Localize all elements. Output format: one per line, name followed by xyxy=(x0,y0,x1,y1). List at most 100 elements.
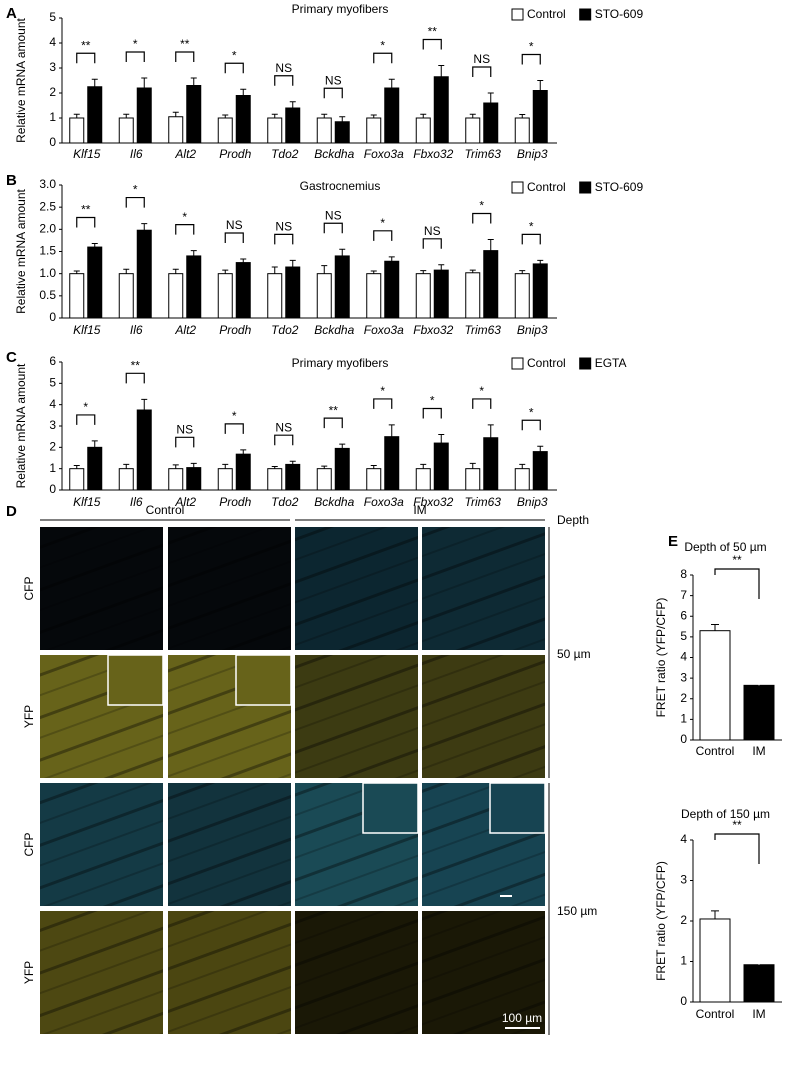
significance-bracket xyxy=(373,398,393,409)
x-tick-label: Alt2 xyxy=(174,495,196,509)
x-tick-label: Il6 xyxy=(130,147,143,161)
bar xyxy=(433,76,449,144)
error-bar xyxy=(73,464,80,469)
significance-label: NS xyxy=(275,420,292,434)
y-axis-label: Relative mRNA amount xyxy=(14,17,28,142)
error-bar xyxy=(537,445,544,452)
channel-label: CFP xyxy=(22,833,36,857)
significance-label: * xyxy=(380,384,385,398)
bar xyxy=(69,468,85,491)
significance-bracket xyxy=(422,238,442,249)
legend-label: STO-609 xyxy=(595,7,644,21)
y-tick-label: 7 xyxy=(680,588,687,602)
error-bar xyxy=(519,114,526,118)
error-bar xyxy=(438,65,445,77)
error-bar xyxy=(339,116,346,122)
bar xyxy=(316,273,332,319)
error-bar xyxy=(487,424,494,438)
significance-label: * xyxy=(83,400,88,414)
bar xyxy=(217,117,233,144)
significance-label: NS xyxy=(325,73,342,87)
significance-label: ** xyxy=(81,38,91,52)
bar xyxy=(168,116,184,144)
y-tick-label: 0 xyxy=(49,310,56,324)
micrograph-texture xyxy=(40,911,163,1034)
significance-bracket xyxy=(323,417,343,429)
micrograph-texture xyxy=(168,911,291,1034)
x-tick-label: Il6 xyxy=(130,323,143,337)
x-tick-label: Bckdha xyxy=(314,147,354,161)
chart-title: Gastrocnemius xyxy=(300,179,381,193)
image-panel xyxy=(40,527,546,1034)
significance-bracket xyxy=(224,62,244,74)
y-tick-label: 0 xyxy=(680,994,687,1008)
bar xyxy=(186,85,202,144)
error-bar xyxy=(370,464,377,469)
x-tick-label: Tdo2 xyxy=(271,495,299,509)
x-tick-label: Klf15 xyxy=(73,147,101,161)
bar xyxy=(483,102,499,144)
y-tick-label: 0 xyxy=(49,482,56,496)
y-tick-label: 1 xyxy=(49,110,56,124)
significance-label: * xyxy=(380,216,385,230)
x-tick-label: Fbxo32 xyxy=(413,495,453,509)
significance-label: * xyxy=(479,384,484,398)
y-tick-label: 1.0 xyxy=(39,266,56,280)
error-bar xyxy=(123,113,130,118)
bar xyxy=(743,964,775,1003)
error-bar xyxy=(438,434,445,444)
panel-label: B xyxy=(6,172,17,189)
significance-label: ** xyxy=(131,359,141,373)
error-bar xyxy=(519,270,526,274)
panel-label: A xyxy=(6,5,17,22)
y-tick-label: 4 xyxy=(49,35,56,49)
x-tick-label: Trim63 xyxy=(465,147,502,161)
x-tick-label: Tdo2 xyxy=(271,323,299,337)
micrograph-texture xyxy=(168,783,291,906)
bar xyxy=(366,117,382,144)
bar xyxy=(465,272,481,319)
significance-label: * xyxy=(529,405,534,419)
error-bar xyxy=(172,464,179,469)
significance-bracket xyxy=(76,216,96,228)
significance-bracket xyxy=(472,66,492,77)
bar xyxy=(514,117,530,144)
x-tick-label: Prodh xyxy=(219,495,251,509)
error-bar xyxy=(172,111,179,117)
significance-bracket xyxy=(373,52,393,64)
x-tick-label: Trim63 xyxy=(465,323,502,337)
significance-label: ** xyxy=(428,25,438,39)
significance-label: * xyxy=(479,199,484,213)
bar xyxy=(267,273,283,319)
x-tick-label: Fbxo32 xyxy=(413,147,453,161)
y-tick-label: 5 xyxy=(49,376,56,390)
significance-bracket xyxy=(422,38,442,50)
micrograph-texture xyxy=(295,527,418,650)
legend-swatch xyxy=(579,357,592,370)
depth-label: 150 µm xyxy=(557,904,597,918)
bar xyxy=(285,266,301,319)
micrograph-texture xyxy=(40,783,163,906)
chart-title: Depth of 150 µm xyxy=(681,807,770,821)
x-tick-label: Control xyxy=(696,744,735,758)
significance-bracket xyxy=(175,224,195,235)
bar xyxy=(334,255,350,319)
y-tick-label: 3 xyxy=(49,60,56,74)
bar xyxy=(217,468,233,491)
y-tick-label: 5 xyxy=(680,629,687,643)
x-tick-label: IM xyxy=(752,744,765,758)
group-label: IM xyxy=(413,503,426,517)
significance-label: ** xyxy=(329,403,339,417)
bar xyxy=(217,273,233,319)
y-tick-label: 3 xyxy=(680,670,687,684)
error-bar xyxy=(537,259,544,264)
legend-label: STO-609 xyxy=(595,180,644,194)
depth-label: 50 µm xyxy=(557,647,591,661)
error-bar xyxy=(388,78,395,88)
y-tick-label: 1 xyxy=(680,712,687,726)
significance-bracket xyxy=(224,423,244,434)
y-tick-label: 2.0 xyxy=(39,222,56,236)
error-bar xyxy=(222,269,229,274)
error-bar xyxy=(469,462,476,469)
error-bar xyxy=(388,424,395,437)
